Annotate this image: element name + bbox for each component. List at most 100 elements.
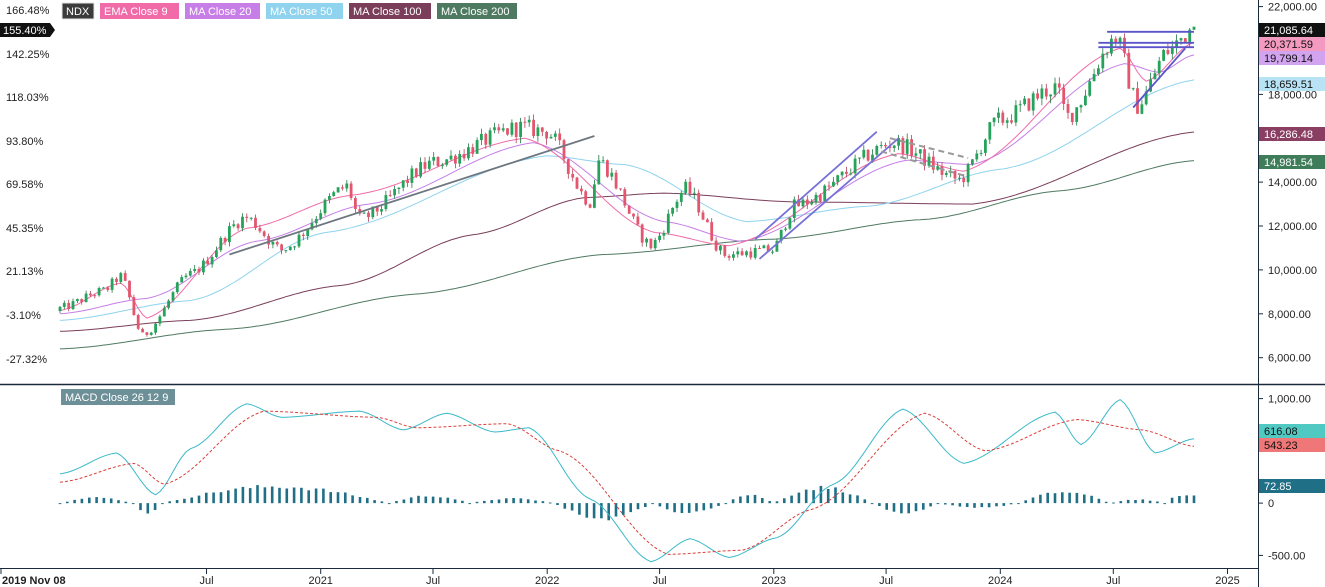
candle [523,117,527,128]
candle [462,149,466,161]
trendline[interactable] [758,137,900,260]
macd-histogram-bar [1156,501,1159,504]
price-tag: 72.85 [1259,479,1325,493]
candle [979,149,983,157]
price-tag: 21,085.64 [1259,23,1325,37]
candle [1001,110,1005,126]
candle [984,138,987,157]
candle [692,187,696,199]
svg-text:16,286.48: 16,286.48 [1264,129,1313,141]
candle [58,305,62,313]
candle [540,127,544,137]
trendline[interactable] [889,137,969,159]
candle [232,220,236,228]
candle [245,213,249,223]
macd-histogram-bar [841,492,845,504]
macd-histogram-bar [1163,503,1166,505]
candle [862,145,866,160]
macd-histogram-bar [746,495,749,504]
time-axis-tick-label: Jul [879,575,893,587]
candle [927,152,931,168]
macd-legend[interactable]: MACD Close 26 12 9 [61,389,175,405]
candle [228,222,231,247]
candle [653,237,657,251]
time-axis-tick-label: 2022 [535,575,559,587]
svg-text:NDX: NDX [66,6,90,18]
macd-histogram-bar [88,497,91,504]
left-axis-tick-label: 118.03% [6,92,49,104]
right-axis-tick-label: 14,000.00 [1268,177,1317,189]
candle [1114,36,1118,48]
candle [727,254,731,261]
candle [636,212,640,226]
macd-histogram-bar [1134,500,1137,504]
trendlines-layer[interactable] [229,30,1194,260]
candle [184,273,188,279]
legend-item[interactable]: MA Close 20 [185,3,260,19]
legend-item[interactable]: EMA Close 9 [100,3,179,19]
macd-histogram-bar [636,503,640,510]
macd-histogram-bar [117,500,120,504]
macd-histogram-bar [878,503,881,506]
candle [918,149,922,160]
candle [875,144,879,157]
trendline[interactable] [754,131,878,240]
macd-histogram-bar [314,488,318,504]
left-axis-tick-label: 69.58% [6,179,44,191]
svg-text:MA Close 50: MA Close 50 [270,6,332,18]
candle [175,281,179,294]
macd-histogram-bar [1046,492,1049,504]
candle [1153,68,1157,80]
left-axis-tick-label: 93.80% [6,136,44,148]
candle [236,223,240,231]
trendline[interactable] [1132,47,1186,109]
candle [180,274,184,283]
svg-text:21,085.64: 21,085.64 [1264,25,1313,37]
price-tags: 21,085.64 20,371.59 19,799.14 18,659.51 16,2… [0,23,1325,493]
macd-histogram-bar [241,486,245,504]
macd-histogram-bar [804,489,808,504]
candle [1140,99,1144,115]
macd-histogram-bar [234,488,237,504]
macd-histogram-bar [190,497,193,504]
macd-histogram-bar [1185,495,1188,504]
macd-histogram-bar [153,503,157,510]
macd-histogram-bar [651,503,654,505]
candle [167,299,170,310]
candle [71,298,75,311]
macd-histogram-bar [344,492,347,504]
macd-histogram-bar [607,503,610,521]
macd-histogram-bar [1039,494,1042,504]
left-axis-tick-label: 21.13% [6,266,44,278]
candle [666,209,670,235]
macd-histogram-bar [1024,500,1027,504]
candle [67,299,71,312]
candle [736,247,740,258]
macd-histogram-bar [819,485,823,504]
candle [675,199,679,212]
trendline[interactable] [229,135,595,256]
macd-histogram-bar [914,503,918,512]
legend-item[interactable]: MA Close 200 [437,3,517,19]
macd-histogram-bar [783,498,786,504]
macd-axis-tick-label: -500.00 [1268,550,1305,562]
macd-histogram-bar [973,503,976,508]
trendline[interactable] [880,150,964,177]
candle [966,162,970,187]
legend-item[interactable]: MA Close 50 [266,3,343,19]
legend-item[interactable]: MA Close 100 [349,3,431,19]
time-axis-tick-label: Jul [199,575,213,587]
macd-histogram-bar [644,503,647,507]
price-tag: 16,286.48 [1259,127,1325,141]
candle [832,177,835,188]
time-axis-tick-label: 2023 [762,575,786,587]
right-axis-tick-label: 12,000.00 [1268,221,1317,233]
macd-histogram-bar [366,497,369,504]
candle [206,256,210,265]
legend-item[interactable]: NDX [61,2,95,20]
candle [610,168,614,181]
macd-histogram-bar [278,487,281,504]
candle [975,149,979,162]
candle [627,205,631,214]
